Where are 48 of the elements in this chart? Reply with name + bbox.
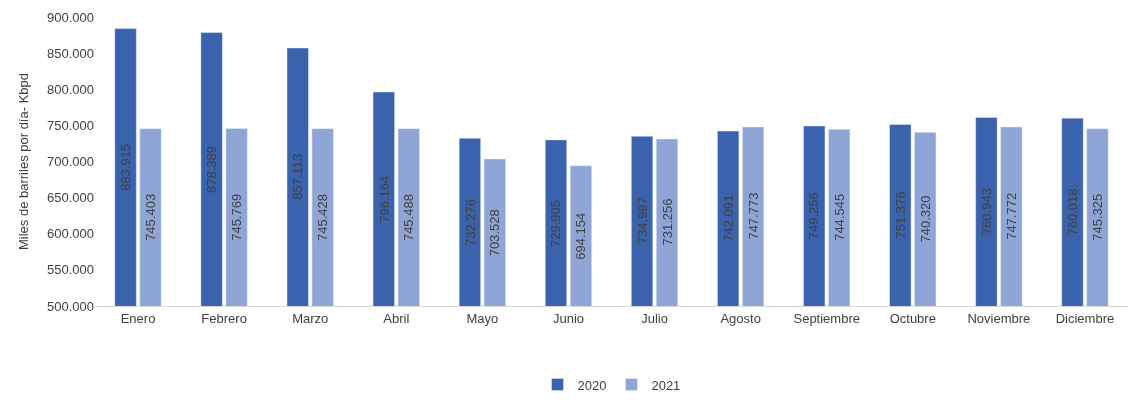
y-tick-label: 850.000 <box>47 45 94 61</box>
data-label: 732.276 <box>462 198 478 246</box>
x-tick-label: Febrero <box>201 310 247 326</box>
x-tick-label: Junio <box>552 310 584 326</box>
x-tick-label: Enero <box>120 310 156 326</box>
data-label: 745.488 <box>401 194 417 242</box>
y-axis-title: Miles de barriles por día- Kbpd <box>15 72 31 251</box>
data-label: 740.320 <box>918 195 934 243</box>
data-label: 734.987 <box>634 197 650 245</box>
data-label: 760.018 <box>1065 188 1081 236</box>
y-tick-label: 900.000 <box>47 9 94 25</box>
y-tick-label: 550.000 <box>47 262 94 278</box>
legend-label: 2021 <box>651 377 681 393</box>
y-tick-label: 800.000 <box>47 81 94 97</box>
data-label: 747.772 <box>1003 192 1019 240</box>
y-tick-label: 650.000 <box>47 190 94 206</box>
data-label: 857.113 <box>289 153 305 200</box>
x-tick-label: Octubre <box>889 310 936 326</box>
data-label: 796.164 <box>376 175 392 223</box>
x-tick-label: Julio <box>641 310 668 326</box>
y-tick-label: 600.000 <box>47 226 94 242</box>
data-label: 749.256 <box>806 192 822 240</box>
data-label: 745.769 <box>229 193 245 241</box>
data-label: 883.915 <box>118 143 134 191</box>
x-tick-label: Septiembre <box>793 310 860 326</box>
data-label: 760.943 <box>978 188 994 236</box>
data-label: 694.154 <box>573 212 589 260</box>
y-tick-label: 750.000 <box>47 117 94 133</box>
x-tick-label: Marzo <box>292 310 329 326</box>
y-tick-label: 500.000 <box>47 298 94 314</box>
data-label: 878.389 <box>204 145 220 193</box>
data-label: 744.545 <box>831 193 847 241</box>
data-label: 742.091 <box>720 194 736 242</box>
x-tick-label: Diciembre <box>1055 310 1115 326</box>
data-label: 747.773 <box>745 192 761 240</box>
x-tick-label: Agosto <box>720 310 761 326</box>
data-label: 751.376 <box>893 191 909 239</box>
data-label: 745.428 <box>315 194 331 242</box>
data-label: 729.905 <box>548 199 564 247</box>
x-tick-label: Mayo <box>466 310 499 326</box>
y-tick-label: 700.000 <box>47 154 94 170</box>
legend-label: 2020 <box>577 377 607 393</box>
x-tick-label: Noviembre <box>967 310 1031 326</box>
x-tick-label: Abril <box>383 310 410 326</box>
data-label: 745.325 <box>1090 193 1106 241</box>
data-label: 731.256 <box>659 198 675 246</box>
data-label: 745.403 <box>143 193 159 241</box>
data-label: 703.528 <box>487 209 503 257</box>
